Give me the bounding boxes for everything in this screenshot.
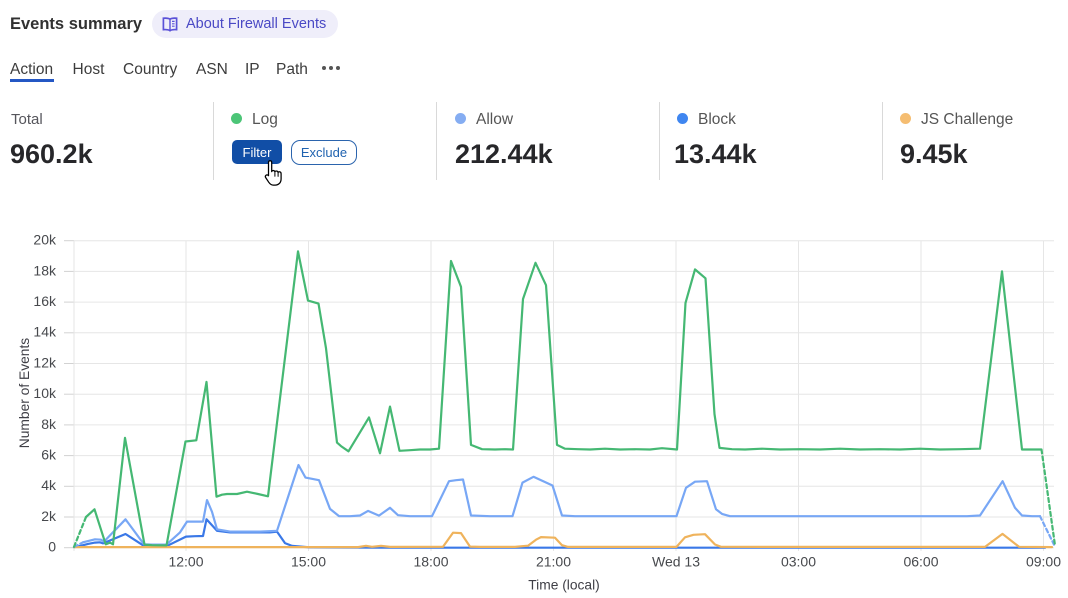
svg-text:12:00: 12:00 [168, 554, 203, 570]
svg-text:Wed 13: Wed 13 [652, 554, 700, 570]
svg-text:12k: 12k [33, 354, 57, 370]
svg-text:21:00: 21:00 [536, 554, 571, 570]
svg-text:8k: 8k [41, 416, 57, 432]
svg-text:15:00: 15:00 [291, 554, 326, 570]
svg-text:03:00: 03:00 [781, 554, 816, 570]
svg-text:16k: 16k [33, 293, 57, 309]
svg-text:20k: 20k [33, 232, 57, 248]
svg-text:2k: 2k [41, 508, 57, 524]
svg-text:14k: 14k [33, 324, 57, 340]
svg-text:Number of Events: Number of Events [17, 338, 32, 449]
svg-text:6k: 6k [41, 447, 57, 463]
svg-text:10k: 10k [33, 385, 57, 401]
svg-text:09:00: 09:00 [1026, 554, 1061, 570]
svg-text:0: 0 [48, 539, 56, 555]
svg-text:4k: 4k [41, 477, 57, 493]
svg-text:Time (local): Time (local) [528, 578, 600, 593]
svg-text:18k: 18k [33, 262, 57, 278]
svg-text:06:00: 06:00 [903, 554, 938, 570]
svg-text:18:00: 18:00 [413, 554, 448, 570]
